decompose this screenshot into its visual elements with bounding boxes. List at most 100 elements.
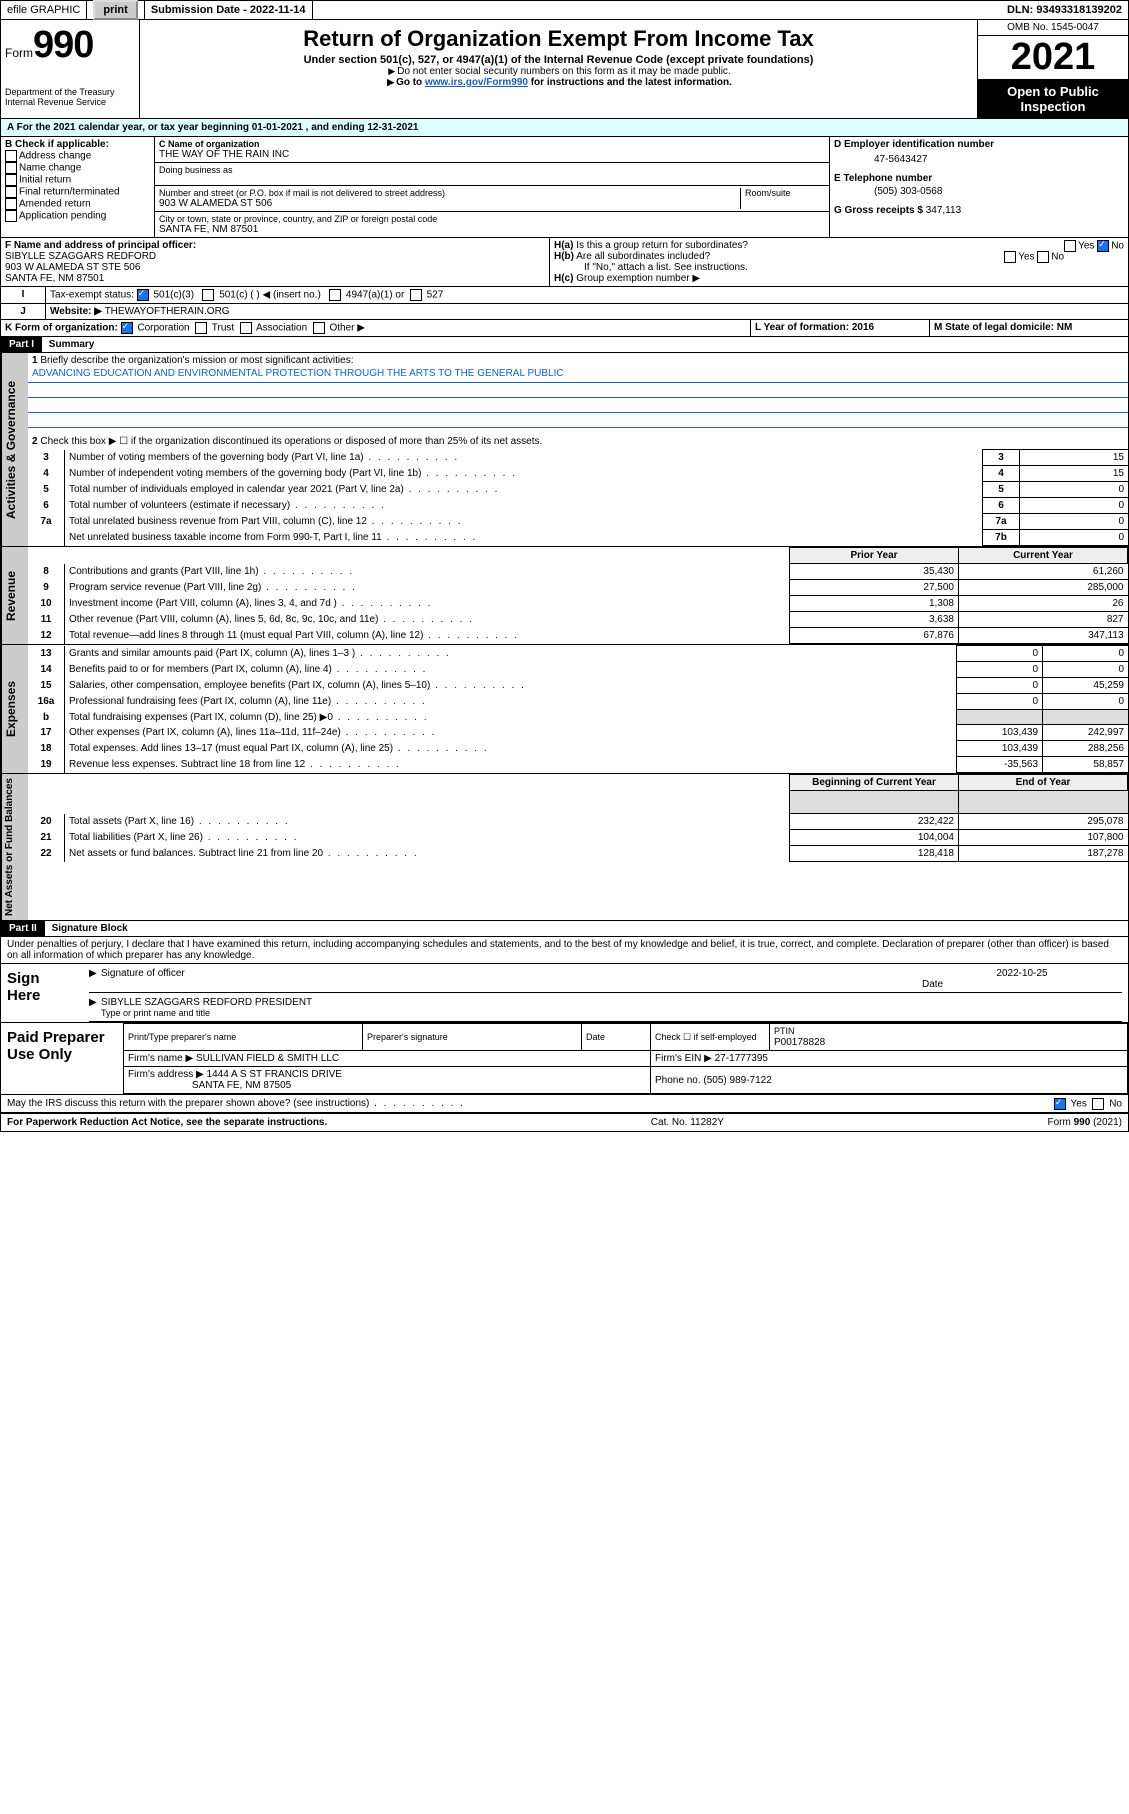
sig-date: 2022-10-25: [922, 968, 1122, 979]
table-row: 12 Total revenue—add lines 8 through 11 …: [28, 628, 1128, 644]
table-row: 19 Revenue less expenses. Subtract line …: [28, 757, 1128, 773]
cb-final-return[interactable]: Final return/terminated: [5, 186, 150, 198]
expenses-section: Expenses 13 Grants and similar amounts p…: [1, 645, 1128, 774]
table-row: 5 Total number of individuals employed i…: [28, 482, 1128, 498]
cb-527[interactable]: [410, 289, 422, 301]
print-button[interactable]: print: [87, 1, 144, 19]
hb-no[interactable]: [1037, 251, 1049, 263]
org-street: 903 W ALAMEDA ST 506: [159, 198, 740, 209]
cb-other[interactable]: [313, 322, 325, 334]
page-footer: For Paperwork Reduction Act Notice, see …: [1, 1113, 1128, 1131]
vtab-net-assets: Net Assets or Fund Balances: [1, 774, 28, 920]
cb-name-change[interactable]: Name change: [5, 162, 150, 174]
form-title: Return of Organization Exempt From Incom…: [144, 26, 973, 52]
ein-value: 47-5643427: [834, 150, 1124, 173]
officer-group-block: F Name and address of principal officer:…: [1, 238, 1128, 287]
table-row: 10 Investment income (Part VIII, column …: [28, 596, 1128, 612]
table-row: 17 Other expenses (Part IX, column (A), …: [28, 725, 1128, 741]
instructions-link[interactable]: www.irs.gov/Form990: [425, 77, 528, 88]
table-row: 6 Total number of volunteers (estimate i…: [28, 498, 1128, 514]
mission-text: ADVANCING EDUCATION AND ENVIRONMENTAL PR…: [28, 368, 1128, 383]
ha-yes[interactable]: [1064, 240, 1076, 252]
cb-trust[interactable]: [195, 322, 207, 334]
hc-label: Group exemption number ▶: [576, 273, 700, 284]
state-domicile: M State of legal domicile: NM: [934, 322, 1072, 333]
table-row: b Total fundraising expenses (Part IX, c…: [28, 710, 1128, 725]
efile-label: efile GRAPHIC: [1, 1, 87, 19]
form-title-box: Return of Organization Exempt From Incom…: [140, 20, 978, 118]
section-c: C Name of organizationTHE WAY OF THE RAI…: [155, 137, 830, 237]
net-assets-section: Net Assets or Fund Balances Beginning of…: [1, 774, 1128, 921]
officer-addr1: 903 W ALAMEDA ST STE 506: [5, 262, 545, 273]
section-b-checkboxes: B Check if applicable: Address change Na…: [1, 137, 155, 237]
gross-receipts: 347,113: [926, 205, 961, 216]
sign-here-label: Sign Here: [1, 964, 83, 1022]
ptin-value: P00178828: [774, 1037, 825, 1048]
footer-left: For Paperwork Reduction Act Notice, see …: [7, 1117, 327, 1128]
subtitle-1: Under section 501(c), 527, or 4947(a)(1)…: [144, 54, 973, 66]
cb-assoc[interactable]: [240, 322, 252, 334]
table-row: 4 Number of independent voting members o…: [28, 466, 1128, 482]
cb-501c[interactable]: [202, 289, 214, 301]
firm-addr1: 1444 A S ST FRANCIS DRIVE: [207, 1069, 342, 1080]
dept-label: Department of the Treasury Internal Reve…: [5, 87, 135, 107]
table-row: 11 Other revenue (Part VIII, column (A),…: [28, 612, 1128, 628]
may-irs-yes[interactable]: [1054, 1098, 1066, 1110]
table-row: 22 Net assets or fund balances. Subtract…: [28, 846, 1128, 862]
submission-date: Submission Date - 2022-11-14: [145, 1, 313, 19]
table-row: 16a Professional fundraising fees (Part …: [28, 694, 1128, 710]
officer-addr2: SANTA FE, NM 87501: [5, 273, 545, 284]
section-k-l-m: K Form of organization: Corporation Trus…: [1, 320, 1128, 337]
sign-here-block: Sign Here ▶ Signature of officer 2022-10…: [1, 964, 1128, 1023]
org-city: SANTA FE, NM 87501: [159, 224, 825, 235]
year-box: OMB No. 1545-0047 2021 Open to Public In…: [978, 20, 1128, 118]
firm-phone: (505) 989-7122: [703, 1075, 771, 1086]
cb-4947[interactable]: [329, 289, 341, 301]
omb-label: OMB No. 1545-0047: [978, 20, 1128, 36]
table-row: 14 Benefits paid to or for members (Part…: [28, 662, 1128, 678]
cb-address-change[interactable]: Address change: [5, 150, 150, 162]
table-row: 8 Contributions and grants (Part VIII, l…: [28, 564, 1128, 580]
penalty-statement: Under penalties of perjury, I declare th…: [1, 937, 1128, 964]
org-name: THE WAY OF THE RAIN INC: [159, 149, 825, 160]
officer-name: SIBYLLE SZAGGARS REDFORD: [5, 251, 545, 262]
cb-app-pending[interactable]: Application pending: [5, 210, 150, 222]
hb-question: Are all subordinates included?: [576, 251, 710, 262]
q1-label: Briefly describe the organization's miss…: [40, 355, 353, 366]
cb-corp[interactable]: [121, 322, 133, 334]
table-row: 15 Salaries, other compensation, employe…: [28, 678, 1128, 694]
ha-question: Is this a group return for subordinates?: [576, 240, 748, 251]
firm-name: SULLIVAN FIELD & SMITH LLC: [196, 1053, 339, 1064]
hb-yes[interactable]: [1004, 251, 1016, 263]
q2-label: Check this box ▶ ☐ if the organization d…: [40, 436, 542, 447]
paid-preparer-block: Paid Preparer Use Only Print/Type prepar…: [1, 1023, 1128, 1095]
table-row: 18 Total expenses. Add lines 13–17 (must…: [28, 741, 1128, 757]
line-a-calendar-year: A For the 2021 calendar year, or tax yea…: [1, 119, 1128, 137]
phone-value: (505) 303-0568: [834, 184, 1124, 205]
org-info-block: B Check if applicable: Address change Na…: [1, 137, 1128, 238]
cb-501c3[interactable]: [137, 289, 149, 301]
footer-mid: Cat. No. 11282Y: [327, 1117, 1047, 1128]
activities-governance-section: Activities & Governance 1 Briefly descri…: [1, 353, 1128, 547]
tax-year: 2021: [978, 36, 1128, 80]
cb-amended[interactable]: Amended return: [5, 198, 150, 210]
part-2-header: Part II Signature Block: [1, 921, 1128, 937]
ha-no[interactable]: [1097, 240, 1109, 252]
cb-initial-return[interactable]: Initial return: [5, 174, 150, 186]
revenue-section: Revenue Prior YearCurrent Year8 Contribu…: [1, 547, 1128, 645]
vtab-expenses: Expenses: [1, 645, 28, 773]
top-bar: efile GRAPHIC print Submission Date - 20…: [1, 1, 1128, 20]
hc-note: If "No," attach a list. See instructions…: [554, 262, 1124, 273]
table-row: 20 Total assets (Part X, line 16)232,422…: [28, 814, 1128, 830]
vtab-revenue: Revenue: [1, 547, 28, 644]
website-value: THEWAYOFTHERAIN.ORG: [105, 306, 230, 317]
revenue-table: Prior YearCurrent Year8 Contributions an…: [28, 547, 1128, 644]
preparer-table: Print/Type preparer's name Preparer's si…: [123, 1023, 1128, 1094]
form-number-box: Form990 Department of the Treasury Inter…: [1, 20, 140, 118]
may-irs-no[interactable]: [1092, 1098, 1104, 1110]
paid-preparer-label: Paid Preparer Use Only: [1, 1023, 123, 1094]
form-990-page: efile GRAPHIC print Submission Date - 20…: [0, 0, 1129, 1132]
expenses-table: 13 Grants and similar amounts paid (Part…: [28, 645, 1128, 773]
year-formation: L Year of formation: 2016: [755, 322, 874, 333]
part-1-header: Part I Summary: [1, 337, 1128, 353]
